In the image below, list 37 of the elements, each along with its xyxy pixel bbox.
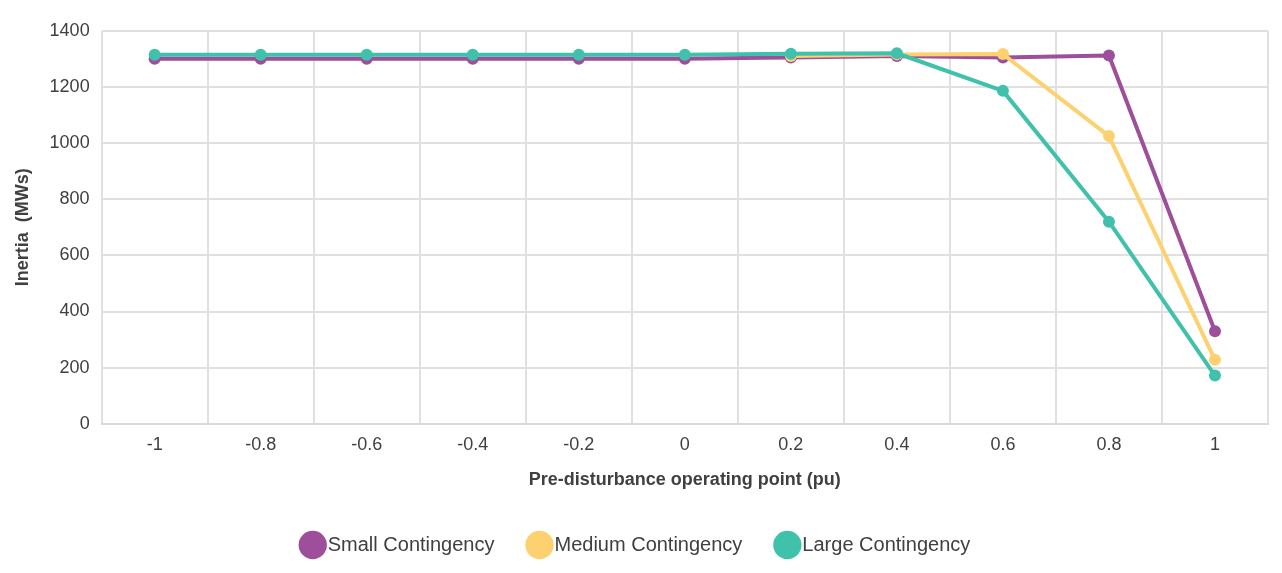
y-tick-label: 1000 (49, 132, 90, 153)
point (360, 48, 373, 61)
x-tick-label: -0.8 (245, 433, 277, 454)
x-tick-label: -0.4 (457, 433, 489, 454)
legend-label: Large Contingency (802, 532, 971, 555)
point (572, 48, 585, 61)
x-tick-label: 0.6 (990, 433, 1016, 454)
point (1102, 215, 1115, 228)
y-tick-label: 400 (59, 300, 90, 321)
point (1102, 49, 1115, 62)
x-tick-label: 1 (1209, 433, 1220, 454)
y-tick-label: 600 (59, 244, 90, 265)
point (148, 48, 161, 61)
x-axis-title: Pre-disturbance operating point (pu) (528, 469, 841, 490)
point (678, 48, 691, 61)
x-tick-label: -0.2 (563, 433, 595, 454)
point (254, 48, 267, 61)
point (996, 84, 1009, 97)
point (1208, 325, 1221, 338)
x-tick-label: 0.8 (1096, 433, 1122, 454)
x-tick-label: -0.6 (351, 433, 383, 454)
point (466, 48, 479, 61)
y-tick-label: 800 (59, 188, 90, 209)
y-tick-label: 1400 (49, 19, 90, 40)
point (1208, 369, 1221, 382)
y-axis-title: Inertia (MWs) (11, 168, 32, 287)
x-tick-label: 0.4 (884, 433, 910, 454)
y-tick-label: 200 (59, 356, 90, 377)
x-tick-label: -1 (146, 433, 163, 454)
legend-label: Medium Contingency (554, 532, 743, 555)
point (1102, 130, 1115, 143)
y-tick-label: 0 (79, 412, 90, 433)
legend-label: Small Contingency (327, 532, 495, 555)
point (1208, 353, 1221, 366)
x-tick-label: 0.2 (778, 433, 804, 454)
y-tick-label: 1200 (49, 75, 90, 96)
x-tick-label: 0 (679, 433, 690, 454)
